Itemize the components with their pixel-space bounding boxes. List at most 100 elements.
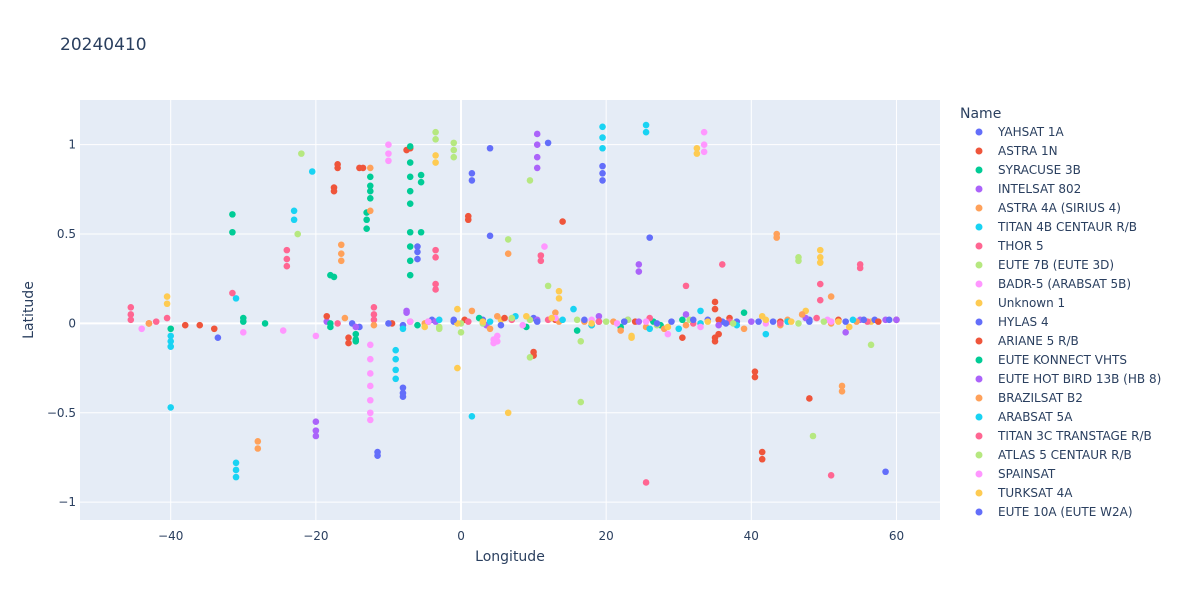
data-point <box>432 159 439 166</box>
data-point <box>777 320 784 327</box>
data-point <box>432 280 439 288</box>
legend-item[interactable]: SPAINSAT <box>975 467 1056 481</box>
data-point <box>214 334 222 342</box>
data-point <box>406 271 414 279</box>
data-point <box>450 316 458 324</box>
data-point <box>599 123 606 131</box>
legend-item[interactable]: EUTE 10A (EUTE W2A) <box>975 505 1133 519</box>
data-point <box>232 459 240 467</box>
legend-item[interactable]: TITAN 4B CENTAUR R/B <box>975 220 1138 234</box>
data-point <box>435 325 443 333</box>
legend-item[interactable]: EUTE HOT BIRD 13B (HB 8) <box>975 372 1162 386</box>
legend-label: ARABSAT 5A <box>998 410 1073 424</box>
data-point <box>127 311 135 318</box>
data-point <box>867 341 875 349</box>
legend-marker <box>975 147 983 155</box>
data-point <box>718 261 726 268</box>
x-tick-label: −40 <box>158 529 183 543</box>
legend[interactable]: YAHSAT 1A ASTRA 1N SYRACUSE 3B INTELSAT 802… <box>975 125 1162 519</box>
data-point <box>392 366 399 374</box>
data-point <box>399 393 407 400</box>
data-point <box>523 312 530 320</box>
data-point <box>588 320 595 327</box>
data-point <box>682 321 690 329</box>
data-point <box>533 153 541 161</box>
data-point <box>704 318 712 325</box>
legend-label: SPAINSAT <box>998 467 1056 481</box>
data-point <box>352 330 360 338</box>
data-point <box>544 139 552 147</box>
legend-item[interactable]: EUTE 7B (EUTE 3D) <box>975 258 1115 272</box>
legend-item[interactable]: ASTRA 4A (SIRIUS 4) <box>975 201 1121 215</box>
data-point <box>806 395 813 402</box>
data-point <box>432 136 439 143</box>
legend-marker <box>975 185 983 193</box>
legend-item[interactable]: EUTE KONNECT VHTS <box>975 353 1128 367</box>
data-point <box>845 323 853 331</box>
data-point <box>468 177 476 184</box>
data-point <box>417 178 425 186</box>
data-point <box>838 382 846 390</box>
legend-marker <box>975 280 983 288</box>
data-point <box>392 375 399 383</box>
data-point <box>167 337 175 345</box>
legend-item[interactable]: ARABSAT 5A <box>975 410 1074 424</box>
data-point <box>573 327 581 334</box>
data-point <box>229 228 236 236</box>
data-point <box>406 318 414 325</box>
x-axis-label: Longitude <box>475 549 545 565</box>
data-point <box>555 295 563 302</box>
data-point <box>882 468 889 476</box>
legend-item[interactable]: BRAZILSAT B2 <box>975 391 1083 405</box>
data-point <box>541 243 548 250</box>
legend-item[interactable]: TURKSAT 4A <box>975 486 1074 500</box>
data-point <box>450 139 458 147</box>
legend-marker <box>975 451 983 459</box>
axis-ticks: −40 −20 0 20 40 60 −1 −0.5 0 0.5 1 <box>47 138 904 543</box>
legend-item[interactable]: THOR 5 <box>975 239 1044 253</box>
legend-item[interactable]: SYRACUSE 3B <box>975 163 1081 177</box>
data-point <box>406 187 414 195</box>
legend-item[interactable]: ARIANE 5 R/B <box>975 334 1079 348</box>
legend-item[interactable]: YAHSAT 1A <box>975 125 1065 139</box>
data-point <box>642 121 650 129</box>
legend-item[interactable]: ASTRA 1N <box>975 144 1058 158</box>
legend-item[interactable]: INTELSAT 802 <box>975 182 1082 196</box>
legend-item[interactable]: HYLAS 4 <box>975 315 1049 329</box>
legend-label: EUTE HOT BIRD 13B (HB 8) <box>998 372 1161 386</box>
data-point <box>406 257 414 265</box>
legend-label: HYLAS 4 <box>998 315 1049 329</box>
data-point <box>366 194 374 202</box>
data-point <box>809 432 817 440</box>
data-point <box>537 257 545 265</box>
data-point <box>432 152 439 159</box>
data-point <box>425 318 432 325</box>
legend-item[interactable]: ATLAS 5 CENTAUR R/B <box>975 448 1132 462</box>
data-point <box>559 218 566 225</box>
data-point <box>167 343 175 350</box>
legend-item[interactable]: TITAN 3C TRANSTAGE R/B <box>975 429 1152 443</box>
data-point <box>722 320 730 327</box>
data-point <box>621 318 628 325</box>
data-point <box>167 325 175 333</box>
y-tick-label: −0.5 <box>47 406 76 420</box>
legend-title: Name <box>960 106 1001 122</box>
data-point <box>366 416 374 424</box>
data-point <box>599 177 606 184</box>
legend-marker <box>975 299 983 307</box>
data-point <box>693 150 701 157</box>
legend-marker <box>975 508 983 516</box>
data-point <box>795 320 802 327</box>
data-point <box>646 234 654 241</box>
legend-item[interactable]: Unknown 1 <box>975 296 1066 310</box>
data-point <box>127 304 135 311</box>
data-point <box>519 321 527 329</box>
y-tick-label: −1 <box>58 495 76 509</box>
data-point <box>232 295 240 302</box>
data-point <box>385 141 392 148</box>
data-point <box>490 339 497 347</box>
legend-item[interactable]: BADR-5 (ARABSAT 5B) <box>975 277 1132 291</box>
data-point <box>196 321 204 329</box>
data-point <box>504 236 512 243</box>
